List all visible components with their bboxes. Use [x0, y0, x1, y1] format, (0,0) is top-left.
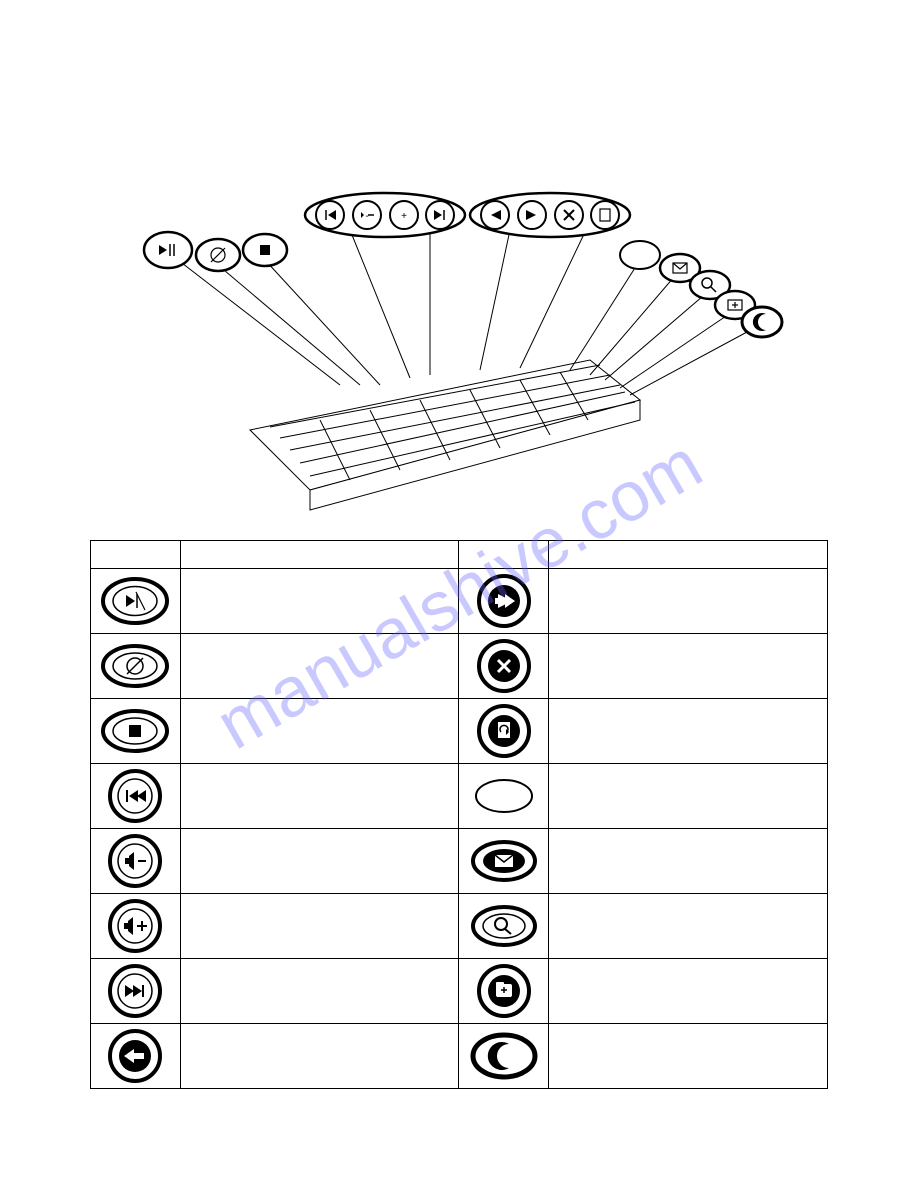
desc-prev: [180, 764, 459, 829]
callout-nav-group: [470, 193, 630, 237]
back-icon: [106, 1027, 164, 1085]
table-row: [91, 959, 828, 1024]
cell-next: [91, 959, 181, 1024]
button-reference-table: [90, 540, 828, 1089]
cell-vol-down: [91, 829, 181, 894]
cell-mail: [459, 829, 549, 894]
keyboard-svg: - +: [120, 170, 800, 530]
refresh-icon: [475, 702, 533, 760]
stop-icon: [99, 707, 171, 755]
icon-table: [90, 540, 828, 1089]
cell-refresh: [459, 699, 549, 764]
desc-mail: [549, 829, 828, 894]
cell-search: [459, 894, 549, 959]
table-header-row: [91, 541, 828, 569]
cell-prev: [91, 764, 181, 829]
header-desc-left: [180, 541, 459, 569]
cell-stop: [91, 699, 181, 764]
svg-text:-: -: [365, 211, 368, 222]
cell-sleep: [459, 1024, 549, 1089]
vol-down-icon: [106, 832, 164, 890]
desc-vol-down: [180, 829, 459, 894]
cell-vol-up: [91, 894, 181, 959]
table-row: [91, 1024, 828, 1089]
cell-mute: [91, 634, 181, 699]
table-row: [91, 699, 828, 764]
page: manualshive.com: [0, 0, 918, 1188]
callout-blank: [620, 241, 660, 269]
desc-blank: [549, 764, 828, 829]
desc-stop: [180, 699, 459, 764]
keyboard-outline: [250, 360, 640, 510]
header-desc-right: [549, 541, 828, 569]
play-pause-icon: [99, 575, 171, 627]
header-icon-left: [91, 541, 181, 569]
cell-favorites: [459, 959, 549, 1024]
close-icon: [475, 637, 533, 695]
cell-close: [459, 634, 549, 699]
desc-back: [180, 1024, 459, 1089]
desc-vol-up: [180, 894, 459, 959]
table-row: [91, 569, 828, 634]
table-row: [91, 894, 828, 959]
desc-play-pause: [180, 569, 459, 634]
blank-icon: [472, 776, 536, 816]
header-icon-right: [459, 541, 549, 569]
desc-forward: [549, 569, 828, 634]
svg-text:+: +: [401, 211, 407, 222]
table-row: [91, 829, 828, 894]
desc-next: [180, 959, 459, 1024]
sleep-icon: [469, 1031, 539, 1081]
table-row: [91, 634, 828, 699]
desc-favorites: [549, 959, 828, 1024]
forward-icon: [475, 572, 533, 630]
table-row: [91, 764, 828, 829]
cell-back: [91, 1024, 181, 1089]
callout-media-group: - +: [305, 193, 465, 237]
desc-mute: [180, 634, 459, 699]
cell-play-pause: [91, 569, 181, 634]
callout-sleep: [742, 307, 782, 337]
mail-icon: [469, 838, 539, 884]
next-icon: [106, 962, 164, 1020]
keyboard-diagram: - +: [120, 170, 800, 530]
callout-play-pause: [144, 232, 192, 268]
desc-search: [549, 894, 828, 959]
callout-stop: [243, 234, 287, 266]
vol-up-icon: [106, 897, 164, 955]
cell-forward: [459, 569, 549, 634]
desc-close: [549, 634, 828, 699]
cell-blank: [459, 764, 549, 829]
search-icon: [469, 903, 539, 949]
desc-sleep: [549, 1024, 828, 1089]
callout-mute: [196, 239, 240, 271]
desc-refresh: [549, 699, 828, 764]
mute-icon: [99, 642, 171, 690]
prev-icon: [106, 767, 164, 825]
favorites-icon: [475, 962, 533, 1020]
